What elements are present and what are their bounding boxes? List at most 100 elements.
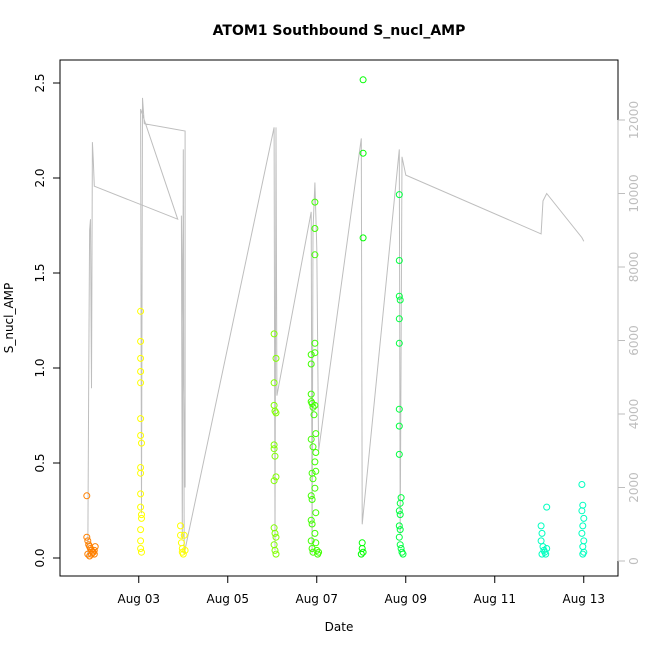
data-point (307, 516, 315, 524)
data-point (270, 445, 278, 453)
y-axis: 0.0 0.5 1.0 1.5 2.0 2.5 (33, 73, 61, 568)
data-point (537, 522, 545, 530)
data-point (137, 354, 145, 362)
data-point (308, 545, 316, 552)
data-point (538, 529, 546, 537)
data-point (311, 458, 319, 466)
data-point (272, 533, 280, 541)
data-point (543, 503, 551, 511)
data-point (180, 531, 188, 539)
data-point (359, 234, 367, 242)
data-point (137, 432, 145, 439)
data-point (307, 351, 315, 359)
data-point (311, 484, 319, 492)
data-point (579, 543, 587, 551)
y-tick-label: 1.0 (33, 358, 47, 377)
y-tick-label: 0.0 (33, 548, 47, 567)
data-point (271, 546, 279, 554)
data-point (395, 292, 403, 300)
data-point (311, 225, 319, 232)
y2-axis: 0 2000 4000 6000 8000 10000 12000 (617, 101, 641, 565)
y2-tick-label: 12000 (627, 101, 641, 139)
secondary-trace-line (87, 97, 585, 558)
data-point (138, 511, 145, 519)
data-point (90, 550, 98, 558)
data-point (307, 390, 315, 398)
data-point (270, 379, 278, 387)
data-point (395, 191, 403, 199)
data-point (312, 430, 320, 438)
data-point (395, 422, 403, 430)
data-point (579, 550, 587, 558)
data-point (137, 503, 145, 511)
series-1 (137, 307, 189, 558)
y2-tick-label: 8000 (627, 252, 641, 283)
series-2 (270, 330, 280, 558)
series-4 (357, 76, 367, 558)
chart-title: ATOM1 Southbound S_nucl_AMP (213, 23, 466, 39)
y2-tick-label: 10000 (627, 174, 641, 212)
data-point (578, 481, 586, 488)
data-point (137, 526, 145, 534)
data-point (310, 411, 318, 419)
data-point (315, 548, 323, 556)
data-point (313, 546, 321, 554)
secondary-trace-layer (87, 97, 585, 558)
data-point (358, 539, 366, 547)
data-point (312, 539, 320, 547)
data-point (396, 511, 404, 519)
data-point (137, 337, 145, 345)
data-point (396, 296, 404, 304)
data-point (579, 522, 587, 530)
data-point (309, 475, 317, 483)
x-tick-label: Aug 09 (384, 592, 427, 606)
data-point (270, 401, 278, 409)
data-point (270, 441, 278, 449)
y-tick-label: 1.5 (33, 263, 47, 282)
data-point (578, 529, 586, 537)
y-tick-label: 2.5 (33, 73, 47, 92)
data-point (580, 514, 588, 522)
data-point (395, 405, 403, 413)
series-3 (307, 198, 323, 558)
data-point (270, 330, 278, 338)
x-tick-label: Aug 05 (206, 592, 249, 606)
data-point (307, 435, 315, 443)
y2-tick-label: 2000 (627, 472, 641, 503)
data-point (88, 550, 95, 558)
series-5 (395, 191, 407, 558)
data-point (308, 520, 316, 528)
data-point (537, 537, 545, 545)
data-point (396, 541, 404, 549)
data-point (270, 524, 278, 532)
data-point (272, 409, 280, 417)
data-point (177, 531, 184, 539)
data-point (179, 550, 187, 558)
data-point (86, 552, 94, 560)
series-0 (83, 492, 99, 560)
data-point (395, 533, 403, 541)
data-point (307, 492, 315, 500)
data-point (177, 522, 184, 530)
data-point (396, 526, 404, 534)
data-point (311, 339, 319, 347)
data-point (312, 509, 320, 517)
data-point (271, 529, 279, 537)
data-point (395, 507, 403, 515)
data-point (395, 339, 403, 347)
data-point (359, 76, 367, 84)
data-point (311, 529, 319, 537)
data-point (542, 550, 550, 558)
data-point (137, 307, 145, 315)
y-axis-label: S_nucl_AMP (2, 283, 16, 354)
x-axis-label: Date (325, 620, 354, 634)
points-layer (83, 76, 588, 560)
data-point (395, 257, 403, 264)
data-point (359, 149, 367, 157)
x-tick-label: Aug 11 (473, 592, 516, 606)
data-point (311, 198, 319, 206)
data-point (312, 449, 320, 456)
data-point (270, 541, 278, 549)
